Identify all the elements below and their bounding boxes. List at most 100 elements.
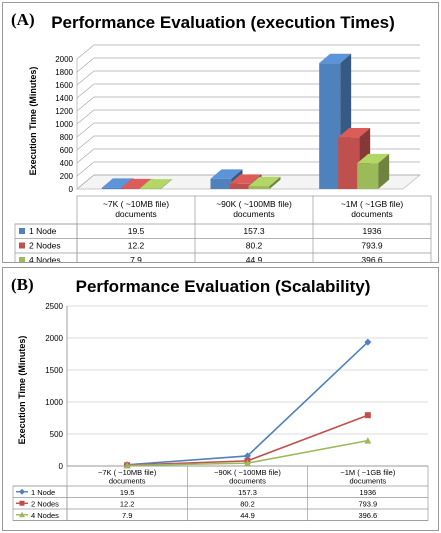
- bar: [139, 188, 161, 189]
- data-table-value: 157.3: [238, 488, 257, 497]
- y-tick-label: 600: [60, 146, 74, 155]
- panel-b-line-chart: (B) Performance Evaluation (Scalability) E…: [2, 267, 439, 531]
- x-category-label: ~7K ( ~10MB file): [98, 468, 157, 477]
- data-table-value: 12.2: [128, 241, 145, 251]
- data-table-value: 7.9: [122, 511, 132, 520]
- data-table-value: 793.9: [358, 499, 377, 508]
- bar-top: [210, 169, 243, 179]
- panel-a-bar-chart: (A) Performance Evaluation (execution Tim…: [2, 2, 439, 263]
- data-table-value: 12.2: [120, 499, 135, 508]
- gridline: [76, 174, 420, 190]
- data-table-value: 1936: [363, 226, 382, 236]
- series-line: [127, 341, 369, 466]
- legend-swatch: [19, 242, 25, 249]
- gridline: [76, 70, 420, 86]
- legend-label: 2 Nodes: [29, 241, 61, 251]
- chart-title: Performance Evaluation (execution Times): [51, 13, 395, 32]
- data-point: [364, 437, 372, 444]
- bar: [338, 137, 360, 189]
- data-table-value: 157.3: [243, 226, 265, 236]
- bar: [357, 163, 379, 189]
- bar-top: [319, 53, 352, 64]
- y-tick-label: 200: [60, 172, 74, 181]
- bar-top: [248, 176, 281, 187]
- y-tick-label: 2500: [45, 302, 63, 311]
- y-axis-label: Execution Time (Minutes): [28, 67, 38, 176]
- y-tick-label: 1400: [55, 94, 73, 103]
- x-category-label: ~90K ( ~100MB file): [214, 468, 281, 477]
- bar-top: [101, 178, 134, 188]
- y-tick-label: 500: [50, 430, 64, 439]
- chart-title: Performance Evaluation (Scalability): [76, 277, 371, 296]
- legend-label: 1 Node: [29, 226, 57, 236]
- x-category-label: ~1M ( ~1GB file): [340, 468, 396, 477]
- data-table-value: 793.9: [361, 241, 383, 251]
- legend-label: 4 Nodes: [29, 255, 61, 262]
- y-tick-label: 800: [60, 133, 74, 142]
- bar-top: [139, 179, 172, 189]
- data-table-value: 396.6: [361, 255, 383, 262]
- bar-top: [338, 128, 371, 138]
- bar-side: [160, 179, 172, 189]
- gridline: [76, 122, 420, 138]
- bar: [101, 187, 123, 189]
- data-point: [123, 461, 131, 469]
- line-chart-svg: (B) Performance Evaluation (Scalability) E…: [11, 275, 429, 521]
- data-point: [364, 338, 372, 346]
- legend-label: 1 Node: [31, 488, 55, 497]
- bar: [319, 63, 341, 189]
- x-category-label: ~90K ( ~100MB file): [216, 199, 292, 209]
- bar-chart-svg: (A) Performance Evaluation (execution Tim…: [11, 10, 432, 262]
- bar: [120, 188, 142, 189]
- y-tick-label: 0: [69, 185, 74, 194]
- data-point: [364, 412, 371, 419]
- x-category-label: documents: [109, 477, 146, 486]
- data-point: [244, 459, 251, 467]
- gridline: [76, 96, 420, 112]
- data-table-value: 80.2: [240, 499, 255, 508]
- y-tick-label: 2000: [55, 55, 73, 64]
- data-table-value: 7.9: [130, 255, 142, 262]
- y-tick-label: 1600: [55, 81, 73, 90]
- bar-top: [229, 174, 262, 184]
- data-table-value: 44.9: [240, 511, 255, 520]
- data-table-value: 19.5: [120, 488, 135, 497]
- gridline: [76, 44, 420, 60]
- gridline: [76, 161, 420, 177]
- y-axis-label: Execution Time (Minutes): [17, 336, 27, 445]
- x-category-label: ~1M ( ~1GB file): [341, 199, 404, 209]
- data-point: [244, 452, 251, 460]
- bar: [210, 178, 232, 189]
- gridline: [76, 135, 420, 151]
- panel-label: (B): [11, 275, 34, 294]
- legend-swatch: [19, 228, 25, 234]
- x-category-label: documents: [233, 209, 275, 219]
- y-tick-label: 1200: [55, 107, 73, 116]
- y-tick-label: 400: [60, 159, 74, 168]
- y-tick-label: 1800: [55, 68, 73, 77]
- bar: [229, 183, 251, 189]
- data-table-value: 396.6: [358, 511, 377, 520]
- data-table-value: 80.2: [246, 241, 263, 251]
- x-category-label: ~7K ( ~10MB file): [103, 199, 169, 209]
- x-category-label: documents: [115, 209, 157, 219]
- bar-top: [120, 178, 153, 189]
- gridline: [76, 57, 420, 73]
- legend-swatch: [19, 257, 25, 262]
- legend-marker: [19, 511, 25, 518]
- x-category-label: documents: [229, 477, 266, 486]
- y-tick-label: 2000: [45, 334, 63, 343]
- bar-side: [378, 153, 390, 189]
- bar: [248, 186, 270, 189]
- x-category-label: documents: [349, 477, 386, 486]
- data-table-value: 1936: [359, 488, 376, 497]
- y-tick-label: 0: [59, 462, 64, 471]
- y-tick-label: 1500: [45, 366, 63, 375]
- gridline: [76, 83, 420, 99]
- x-category-label: documents: [351, 209, 393, 219]
- y-tick-label: 1000: [45, 398, 63, 407]
- legend-marker: [19, 488, 25, 495]
- bar-top: [357, 153, 390, 164]
- data-table-value: 44.9: [246, 255, 263, 262]
- y-tick-label: 1000: [55, 120, 73, 129]
